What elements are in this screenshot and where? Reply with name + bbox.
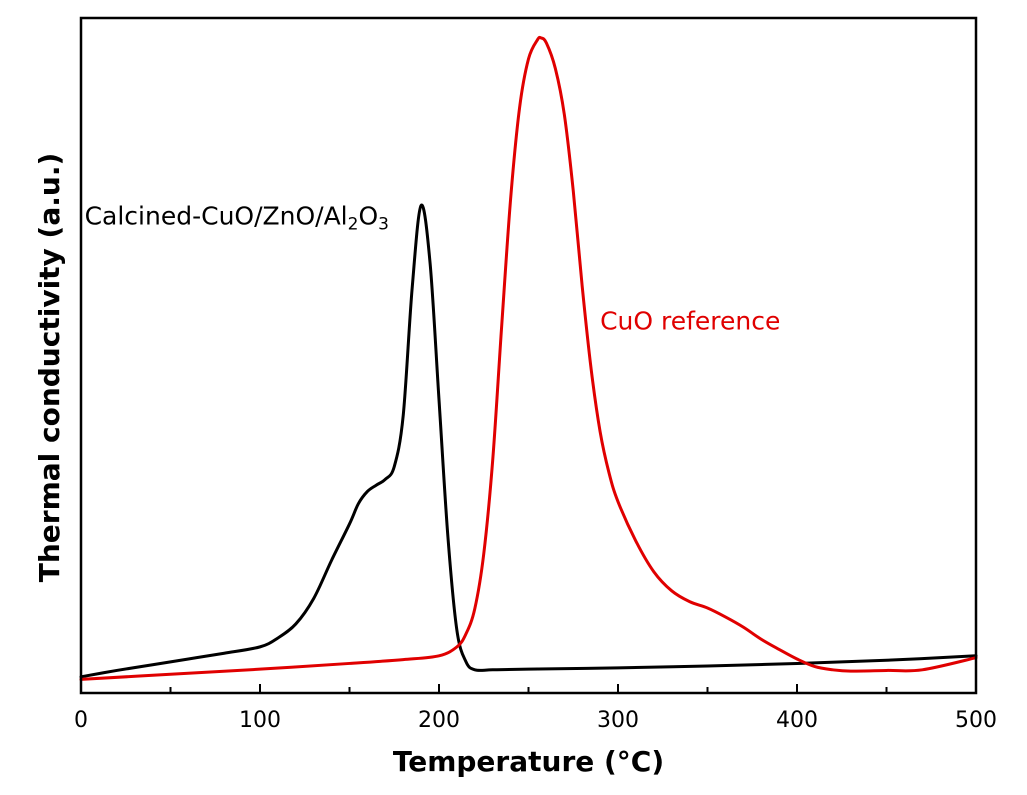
series-label-black: Calcined-CuO/ZnO/Al2O3 [85, 202, 389, 235]
subscript-text: 3 [378, 215, 389, 235]
axes-layer [79, 16, 978, 695]
x-tick-label: 500 [955, 708, 997, 733]
labels-layer: 0 100 200 300 400 500 Temperature (°C) Thermal … [33, 153, 997, 778]
subscript-text: 2 [348, 215, 359, 235]
x-axis-title: Temperature (°C) [393, 745, 664, 778]
label-text: Calcined-CuO/ZnO/Al [85, 202, 348, 231]
x-tick-label: 0 [74, 708, 88, 733]
series-layer [79, 35, 978, 681]
series-line-calcined [79, 203, 978, 679]
series-label-red: CuO reference [600, 307, 780, 336]
plot-frame [79, 16, 978, 695]
label-text: CuO reference [600, 307, 780, 336]
x-tick-label: 300 [597, 708, 639, 733]
series-line-cuo-reference [79, 35, 978, 681]
x-tick-label: 200 [418, 708, 460, 733]
y-axis-title: Thermal conductivity (a.u.) [33, 153, 66, 583]
label-text: O [358, 202, 378, 231]
x-tick-label: 400 [776, 708, 818, 733]
x-tick-label: 100 [239, 708, 281, 733]
